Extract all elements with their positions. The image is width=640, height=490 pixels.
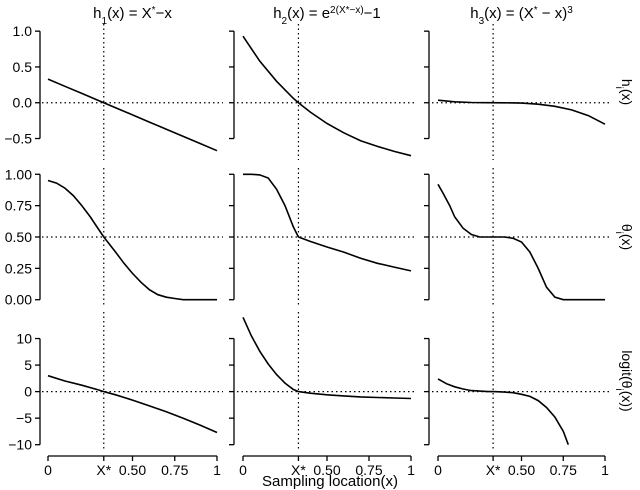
x-tick-label: 0.75 xyxy=(355,462,382,478)
y-tick-label: 0.00 xyxy=(5,292,32,308)
row-label-part: i xyxy=(614,87,625,89)
column-title: h2(x) = e2(X*−x)−1 xyxy=(273,5,381,27)
row-label: logit(θi(x)) xyxy=(614,350,636,411)
panel xyxy=(424,168,611,306)
column-title-part: 1 xyxy=(102,16,108,27)
x-tick-label: 0 xyxy=(44,462,52,478)
column-title-part: 3 xyxy=(479,16,485,27)
column-title-part: * xyxy=(534,5,538,16)
y-tick-label: −5 xyxy=(16,410,32,426)
y-tick-label: 1.0 xyxy=(13,23,33,39)
series-line xyxy=(242,35,412,157)
column-title: h3(x) = (X* − x)3 xyxy=(470,5,573,27)
column-title-part: 2(X*−x) xyxy=(330,5,364,16)
column-title-part: 3 xyxy=(567,5,573,16)
row-label: hi(x) xyxy=(614,79,636,105)
row-label-part: θ xyxy=(619,224,635,232)
row-label-part: (x) xyxy=(619,234,635,250)
panel xyxy=(424,24,611,160)
x-tick-label: 1 xyxy=(213,462,221,478)
series-line xyxy=(437,183,605,301)
x-axis-title: Sampling location(x) xyxy=(262,473,398,490)
series-line xyxy=(242,316,412,400)
x-tick-label: 0 xyxy=(239,462,247,478)
series-line xyxy=(47,78,218,152)
column-title-part: 2 xyxy=(282,16,288,27)
y-tick-label: 0.5 xyxy=(13,59,33,75)
y-tick-label: 5 xyxy=(24,357,32,373)
x-tick-label: 0.75 xyxy=(161,462,188,478)
y-tick-label: 1.00 xyxy=(5,166,32,182)
column-title: h1(x) = X*−x xyxy=(93,5,172,27)
x-tick-label: X* xyxy=(96,462,111,478)
x-tick-label: 1 xyxy=(601,462,609,478)
row-label-part: i xyxy=(614,388,625,390)
x-tick-label: X* xyxy=(291,462,306,478)
y-tick-label: −0.5 xyxy=(4,131,32,147)
column-title-part: − x) xyxy=(538,5,568,22)
series-line xyxy=(243,173,412,272)
panel: 0 X* 0.50 0.75 1 xyxy=(229,312,417,478)
row-label-part: logit(θ xyxy=(619,350,635,388)
y-tick-label: 0.0 xyxy=(13,95,33,111)
y-tick-label: 0 xyxy=(24,384,32,400)
x-tick-label: 0.50 xyxy=(313,462,340,478)
column-title-part: * xyxy=(152,5,156,16)
series-line xyxy=(47,179,217,301)
row-label-part: h xyxy=(619,79,635,87)
x-tick-label: 1 xyxy=(407,462,415,478)
x-tick-label: 0.50 xyxy=(119,462,146,478)
column-title-part: (x) = (X xyxy=(484,5,534,22)
x-tick-label: 0.75 xyxy=(550,462,577,478)
panel xyxy=(35,24,223,160)
y-tick-label: 0.50 xyxy=(5,229,32,245)
series-line xyxy=(47,374,218,434)
panel xyxy=(35,168,223,306)
row-label: θi(x) xyxy=(614,224,636,250)
column-title-part: (x) = X xyxy=(107,5,152,22)
row-label-part: (x) xyxy=(619,89,635,105)
x-tick-label: 0.50 xyxy=(508,462,535,478)
series-line xyxy=(437,99,606,125)
y-tick-label: −10 xyxy=(8,437,32,453)
column-title-part: h xyxy=(93,5,101,22)
series-line xyxy=(437,378,570,445)
y-tick-label: 0.25 xyxy=(5,260,32,276)
x-tick-label: 0 xyxy=(434,462,442,478)
panel xyxy=(229,24,417,160)
panel: 0 X* 0.50 0.75 1 xyxy=(35,312,223,478)
y-tick-label: 0.75 xyxy=(5,198,32,214)
column-title-part: −1 xyxy=(364,5,381,22)
panel: 0 X* 0.50 0.75 1 xyxy=(424,312,611,478)
row-label-part: i xyxy=(614,232,625,234)
panel xyxy=(229,168,417,306)
row-label-part: (x)) xyxy=(619,391,635,412)
column-title-part: −x xyxy=(156,5,173,22)
y-tick-label: 10 xyxy=(16,331,32,347)
column-title-part: (x) = e xyxy=(287,5,330,22)
column-title-part: h xyxy=(470,5,478,22)
x-tick-label: X* xyxy=(486,462,501,478)
column-title-part: h xyxy=(273,5,281,22)
